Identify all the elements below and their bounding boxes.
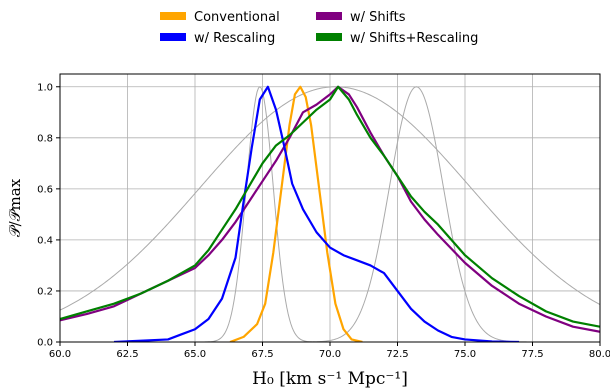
legend-label-w-shifts: w/ Shifts [350, 10, 406, 25]
y-tick-label: 0.2 [37, 286, 53, 297]
reference-gaussian-curve [60, 86, 600, 311]
legend-label-conventional: Conventional [194, 10, 280, 25]
series-line-conventional [229, 85, 363, 342]
x-tick-label: 77.5 [521, 349, 543, 360]
x-tick-label: 65.0 [184, 349, 206, 360]
y-tick-label: 0.8 [37, 133, 53, 144]
x-tick-label: 62.5 [116, 349, 138, 360]
y-axis-label: 𝒫/𝒫max [6, 178, 24, 237]
x-tick-label: 75.0 [454, 349, 476, 360]
legend-label-w-rescaling: w/ Rescaling [194, 31, 275, 46]
legend-swatch-w-rescaling [160, 33, 186, 41]
x-axis-label: H₀ [km s⁻¹ Mpc⁻¹] [252, 369, 408, 389]
y-tick-label: 1.0 [37, 82, 53, 93]
plot-curves [60, 85, 600, 342]
series-line-w-shifts [60, 85, 600, 333]
y-tick-label: 0.0 [37, 338, 53, 349]
x-tick-label: 80.0 [589, 349, 610, 360]
legend-swatch-w-shifts-rescaling [316, 33, 342, 41]
legend: Conventional w/ Shifts w/ Rescaling w/ Shif… [160, 10, 478, 46]
legend-label-w-shifts-rescaling: w/ Shifts+Rescaling [350, 31, 478, 46]
x-tick-label: 70.0 [319, 349, 341, 360]
x-tick-label: 67.5 [251, 349, 273, 360]
x-axis-ticks: 60.0 62.5 65.0 67.5 70.0 72.5 75.0 77.5 80.0 [49, 342, 610, 360]
grid [59, 74, 601, 343]
series-line-w-shifts-rescaling [60, 85, 600, 328]
x-tick-label: 72.5 [386, 349, 408, 360]
legend-swatch-conventional [160, 12, 186, 20]
y-tick-label: 0.4 [37, 235, 53, 246]
y-axis-ticks: 0.0 0.2 0.4 0.6 0.8 1.0 [37, 82, 60, 349]
x-tick-label: 60.0 [49, 349, 71, 360]
y-tick-label: 0.6 [37, 184, 53, 195]
legend-swatch-w-shifts [316, 12, 342, 20]
series-line-w-rescaling [113, 85, 520, 342]
